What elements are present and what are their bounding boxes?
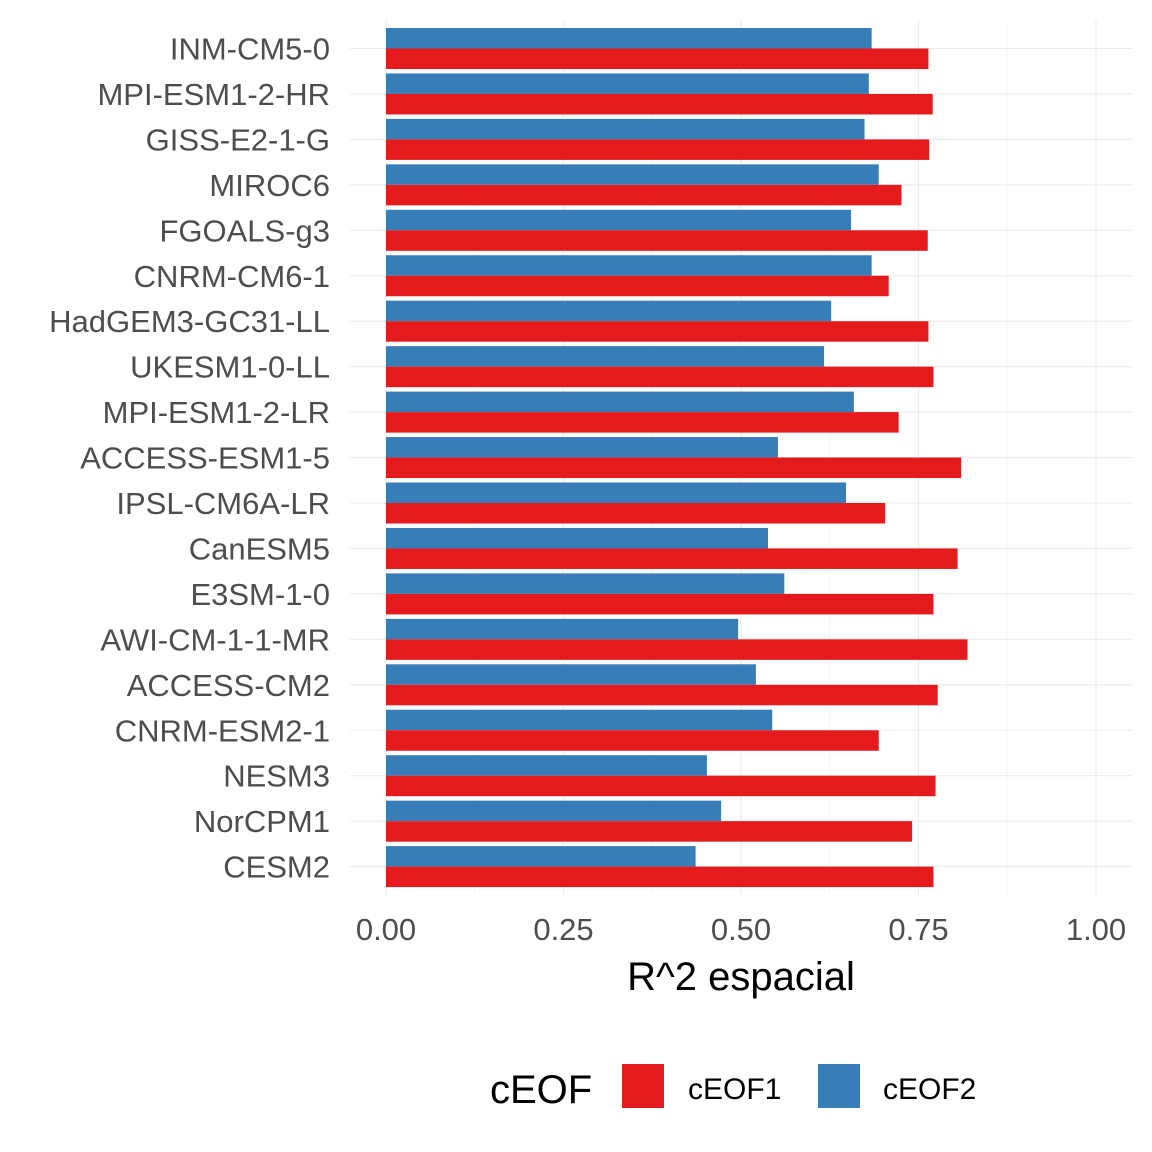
bar-ceof1-access-cm2 xyxy=(386,684,938,706)
y-tick-label: MIROC6 xyxy=(209,168,330,203)
bar-ceof2-mpi-esm1-2-lr xyxy=(386,391,854,413)
y-tick-label: E3SM-1-0 xyxy=(190,577,330,612)
y-tick-label: ACCESS-ESM1-5 xyxy=(80,441,330,476)
legend-swatch-ceof2 xyxy=(818,1064,860,1108)
y-tick-label: AWI-CM-1-1-MR xyxy=(100,622,330,657)
bar-ceof2-ipsl-cm6a-lr xyxy=(386,482,847,503)
bar-ceof2-cnrm-esm2-1 xyxy=(386,709,773,731)
y-tick-label: FGOALS-g3 xyxy=(159,213,330,248)
bar-ceof1-access-esm1-5 xyxy=(386,457,962,479)
y-tick-label: NorCPM1 xyxy=(194,804,330,839)
bar-ceof1-nesm3 xyxy=(386,775,936,797)
x-axis-title: R^2 espacial xyxy=(627,955,855,999)
y-tick-label: CNRM-CM6-1 xyxy=(134,259,330,294)
y-tick-label: NESM3 xyxy=(223,759,330,794)
bar-ceof2-cnrm-cm6-1 xyxy=(386,255,872,276)
bar-ceof1-ipsl-cm6a-lr xyxy=(386,503,886,524)
bar-ceof2-ukesm1-0-ll xyxy=(386,346,825,367)
bar-ceof2-cesm2 xyxy=(386,846,696,867)
bar-ceof2-canesm5 xyxy=(386,527,768,549)
y-tick-label: CNRM-ESM2-1 xyxy=(115,713,330,748)
bar-ceof1-e3sm-1-0 xyxy=(386,593,934,615)
bar-ceof1-norcpm1 xyxy=(386,821,913,842)
legend: cEOF cEOF1 cEOF2 xyxy=(490,1064,976,1112)
bar-ceof1-cnrm-cm6-1 xyxy=(386,275,889,297)
y-tick-label: HadGEM3-GC31-LL xyxy=(49,304,330,339)
bar-ceof1-miroc6 xyxy=(386,184,902,206)
bar-ceof2-norcpm1 xyxy=(386,800,722,822)
bar-ceof1-awi-cm-1-1-mr xyxy=(386,639,968,660)
bar-ceof1-inm-cm5-0 xyxy=(386,48,929,69)
bar-ceof1-fgoals-g3 xyxy=(386,230,928,251)
x-tick-label: 1.00 xyxy=(1066,912,1126,947)
y-tick-label: INM-CM5-0 xyxy=(170,32,330,67)
y-tick-label: UKESM1-0-LL xyxy=(130,350,330,385)
bar-ceof1-canesm5 xyxy=(386,548,958,569)
bar-ceof2-e3sm-1-0 xyxy=(386,573,785,594)
bar-ceof1-cnrm-esm2-1 xyxy=(386,730,879,751)
y-tick-label: MPI-ESM1-2-LR xyxy=(103,395,330,430)
bar-ceof2-access-cm2 xyxy=(386,664,756,685)
y-axis-labels: INM-CM5-0 MPI-ESM1-2-HR GISS-E2-1-G MIROC6 F… xyxy=(49,32,330,885)
bar-ceof2-hadgem3-gc31-ll xyxy=(386,300,832,322)
y-tick-label: IPSL-CM6A-LR xyxy=(116,486,330,521)
y-tick-label: GISS-E2-1-G xyxy=(146,122,330,157)
bar-ceof1-mpi-esm1-2-hr xyxy=(386,93,933,115)
bar-ceof2-awi-cm-1-1-mr xyxy=(386,618,739,640)
legend-title: cEOF xyxy=(490,1068,592,1112)
x-tick-label: 0.75 xyxy=(888,912,948,947)
bar-ceof2-mpi-esm1-2-hr xyxy=(386,73,869,94)
legend-label-ceof2: cEOF2 xyxy=(883,1073,976,1106)
bars xyxy=(386,28,968,888)
legend-label-ceof1: cEOF1 xyxy=(688,1073,781,1106)
bar-ceof2-fgoals-g3 xyxy=(386,209,852,231)
y-tick-label: ACCESS-CM2 xyxy=(127,668,330,703)
x-axis-labels: 0.00 0.25 0.50 0.75 1.00 xyxy=(356,912,1126,947)
x-tick-label: 0.00 xyxy=(356,912,416,947)
bar-ceof2-nesm3 xyxy=(386,755,707,776)
x-tick-label: 0.50 xyxy=(711,912,771,947)
bar-ceof1-hadgem3-gc31-ll xyxy=(386,321,929,342)
bar-ceof1-ukesm1-0-ll xyxy=(386,366,934,388)
y-tick-label: CESM2 xyxy=(223,850,330,885)
legend-swatch-ceof1 xyxy=(622,1064,664,1108)
bar-ceof1-giss-e2-1-g xyxy=(386,139,930,160)
y-tick-label: CanESM5 xyxy=(189,531,330,566)
bar-ceof2-inm-cm5-0 xyxy=(386,28,872,49)
y-tick-label: MPI-ESM1-2-HR xyxy=(97,77,330,112)
bar-ceof1-cesm2 xyxy=(386,866,934,888)
bar-ceof2-miroc6 xyxy=(386,164,879,185)
x-tick-label: 0.25 xyxy=(533,912,593,947)
bar-ceof2-access-esm1-5 xyxy=(386,437,778,458)
bar-ceof2-giss-e2-1-g xyxy=(386,118,865,140)
bar-ceof1-mpi-esm1-2-lr xyxy=(386,412,899,433)
